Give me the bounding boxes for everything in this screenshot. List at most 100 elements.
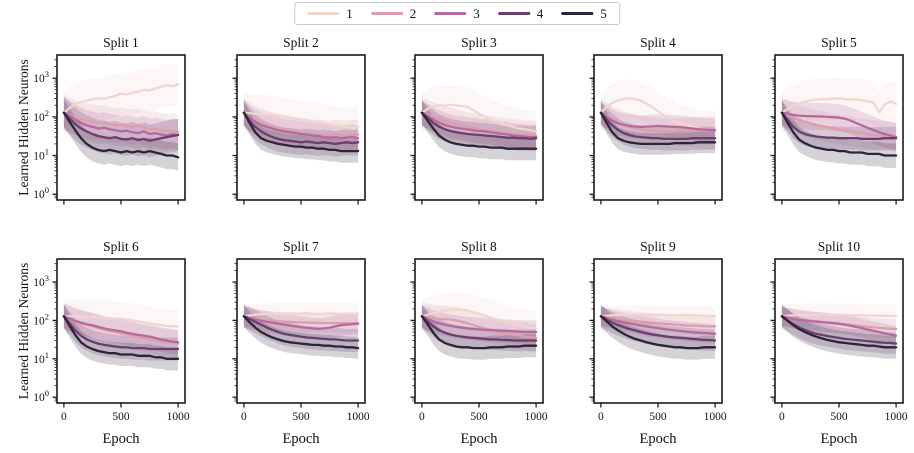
series-line-5 [62,315,180,360]
svg-text:102: 102 [33,108,49,124]
svg-text:0: 0 [61,411,67,423]
series-line-5 [420,315,538,350]
series-line-4 [242,315,360,342]
legend: 1 2 3 4 5 [294,2,620,25]
series-line-3 [599,111,717,132]
series-line-3 [780,315,898,337]
subplot-title: Split 5 [821,35,857,50]
axis-ticks [589,59,716,205]
svg-text:102: 102 [33,311,49,327]
subplot-split-2: Split 2 [232,35,366,205]
axis-ticks: 0 500 1000 [232,263,370,423]
series-line-1 [420,308,538,330]
x-axis-label: Epoch [820,431,858,447]
legend-entry-2: 2 [370,6,417,21]
svg-text:100: 100 [33,185,49,201]
series-line-4 [242,111,360,146]
subplot-title: Split 8 [461,239,497,254]
subplot-title: Split 2 [283,35,319,50]
series-line-3 [420,315,538,334]
series-line-1 [62,83,180,114]
series-line-5 [242,315,360,350]
series-bands [62,62,180,171]
svg-text:500: 500 [649,411,667,423]
legend-swatch-icon [370,11,403,16]
series-line-5 [780,111,898,157]
svg-text:101: 101 [33,147,49,163]
series-bands [780,303,898,359]
svg-text:103: 103 [33,273,49,289]
legend-entry-1: 1 [307,7,353,20]
svg-text:1000: 1000 [347,411,370,423]
subplot-split-7: Split 7 0 500 1000 Epoch [232,239,370,447]
legend-entry-4: 4 [497,6,544,21]
legend-label: 3 [473,6,480,21]
series-line-5 [62,111,180,159]
series-line-2 [420,111,538,137]
x-axis-label: Epoch [639,431,677,447]
series-line-4 [62,111,180,142]
x-axis-label: Epoch [102,431,140,447]
svg-text:500: 500 [292,411,310,423]
series-line-1 [599,313,717,318]
series-line-2 [420,315,538,340]
x-axis-label: Epoch [282,431,320,447]
series-bands [599,79,717,155]
series-line-2 [599,315,717,328]
svg-text:0: 0 [419,411,425,423]
svg-text:1000: 1000 [525,411,548,423]
axis-ticks: 0 500 1000 [770,263,908,423]
axis-ticks [232,59,359,205]
subplot-title: Split 9 [640,239,676,254]
series-line-4 [780,111,898,141]
legend-label: 5 [600,6,607,21]
series-line-3 [599,315,717,335]
svg-text:1000: 1000 [885,411,908,423]
series-line-4 [420,315,538,342]
subplot-split-6: Split 6 100 101 102 103 0 500 1000 Epoch [33,239,190,447]
svg-text:500: 500 [830,411,848,423]
series-bands [62,298,180,371]
svg-text:103: 103 [33,69,49,85]
x-axis-label: Epoch [460,431,498,447]
subplot-split-5: Split 5 [770,35,904,205]
series-line-4 [780,315,898,345]
subplot-title: Split 10 [818,239,861,254]
subplot-title: Split 1 [103,35,139,50]
legend-swatch-icon [561,11,594,16]
series-line-2 [242,111,360,137]
axis-ticks: 0 500 1000 [410,263,548,423]
svg-text:1000: 1000 [704,411,727,423]
legend-entry-5: 5 [561,7,607,20]
svg-text:100: 100 [33,388,49,404]
series-bands [242,302,360,359]
subplot-title: Split 7 [283,239,319,254]
legend-label: 4 [536,6,544,21]
legend-swatch-icon [497,11,530,16]
series-bands [420,84,538,161]
series-line-3 [780,111,898,139]
legend-entry-3: 3 [434,7,480,20]
svg-text:0: 0 [779,411,785,423]
subplot-title: Split 4 [640,35,676,50]
legend-swatch-icon [434,11,467,16]
series-line-3 [242,315,360,331]
legend-label: 2 [409,6,417,21]
axis-ticks [410,59,537,205]
series-line-1 [780,313,898,318]
legend-label: 1 [346,6,353,21]
series-line-3 [242,111,360,140]
axis-ticks [770,59,897,205]
axis-ticks: 0 500 1000 [589,263,727,423]
svg-text:0: 0 [598,411,604,423]
subplot-title: Split 3 [461,35,497,50]
series-line-2 [62,111,180,134]
subplot-split-10: Split 10 0 500 1000 Epoch [770,239,908,447]
subplot-split-9: Split 9 0 500 1000 Epoch [589,239,727,447]
subplot-split-8: Split 8 0 500 1000 Epoch [410,239,548,447]
subplot-split-1: Split 1 100 101 102 103 [33,35,186,205]
series-line-4 [599,315,717,342]
series-bands [242,93,360,163]
subplot-split-3: Split 3 [410,35,544,205]
svg-text:0: 0 [241,411,247,423]
